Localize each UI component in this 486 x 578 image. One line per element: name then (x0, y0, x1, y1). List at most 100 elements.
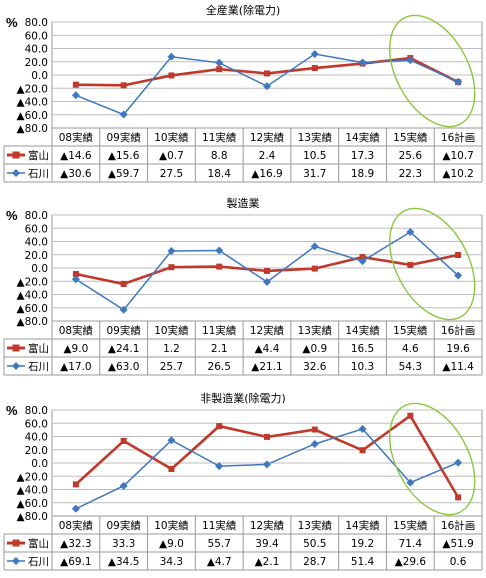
data-point (407, 261, 414, 268)
y-tick-label: ▲80.0 (17, 511, 48, 523)
legend-label: 富山 (28, 149, 49, 162)
data-table-value: ▲4.7 (207, 556, 232, 568)
legend-label: 石川 (28, 168, 49, 180)
y-tick-label: 60.0 (25, 30, 48, 42)
data-table-value: 17.3 (351, 150, 374, 162)
data-point (406, 478, 415, 487)
data-point (216, 66, 223, 73)
data-table-value: 19.2 (351, 538, 374, 550)
x-category-label: 15実績 (393, 131, 428, 144)
y-tick-label: 40.0 (25, 237, 48, 249)
data-point (358, 58, 367, 67)
data-point (119, 110, 128, 119)
y-tick-label: 60.0 (25, 418, 48, 430)
data-table-value: ▲69.1 (60, 556, 91, 568)
data-table-value: 34.3 (160, 556, 183, 568)
data-point (168, 264, 175, 271)
data-table-value: 51.4 (351, 556, 375, 568)
x-category-label: 08実績 (59, 519, 94, 532)
legend-marker (12, 344, 20, 352)
legend-label: 富山 (28, 537, 49, 550)
x-category-label: 10実績 (154, 131, 189, 144)
data-point (359, 254, 366, 261)
y-tick-label: ▲80.0 (17, 123, 48, 135)
data-point (120, 82, 127, 89)
data-point (120, 437, 127, 444)
data-table-value: 22.3 (399, 168, 422, 180)
x-category-label: 09実績 (106, 519, 141, 532)
data-table-value: 18.4 (208, 168, 232, 180)
x-category-label: 16計画 (441, 324, 475, 337)
data-point (407, 412, 414, 419)
y-tick-label: ▲40.0 (17, 290, 48, 302)
data-point (119, 305, 128, 314)
y-tick-label: 20.0 (25, 445, 48, 457)
y-tick-label: ▲40.0 (17, 485, 48, 497)
chart-panel-3: 非製造業(除電力)% 80.0 60.0 40.0 20.0 0.0 ▲20.0 ▲40.0 ▲… (0, 388, 486, 578)
data-table-value: ▲2.1 (255, 556, 280, 568)
data-table-value: 25.6 (399, 150, 423, 162)
data-point (216, 423, 223, 430)
data-point (216, 263, 223, 270)
data-table-value: 18.9 (351, 168, 374, 180)
data-table-value: ▲30.6 (60, 168, 92, 180)
data-table-value: 33.3 (112, 538, 135, 550)
data-table-value: 31.7 (303, 168, 326, 180)
x-category-label: 15実績 (393, 519, 428, 532)
data-point (215, 462, 224, 471)
chart-svg: 80.060.0 40.020.00.0▲20.0 ▲40.0▲60.0▲80.0 0… (3, 14, 483, 183)
data-table-value: 54.3 (399, 361, 422, 373)
data-point (264, 433, 270, 440)
x-category-label: 14実績 (345, 519, 380, 532)
y-tick-label: 40.0 (25, 44, 48, 56)
y-unit-label: % (6, 208, 18, 223)
legend-marker (12, 169, 20, 177)
data-table-value: 39.4 (255, 538, 279, 550)
data-table-value: ▲32.3 (60, 538, 91, 550)
data-point (311, 265, 318, 272)
data-point (167, 52, 176, 61)
data-table-value: ▲0.7 (159, 150, 184, 162)
chart-svg: 80.060.0 40.020.00.0▲20.0 ▲40.0▲60.0▲80.0 0… (3, 207, 483, 376)
data-table-value: 0.6 (450, 556, 467, 568)
y-unit-label: % (6, 403, 18, 418)
data-table-value: 1.2 (163, 343, 180, 355)
data-point (311, 426, 318, 433)
y-tick-label: 80.0 (25, 405, 48, 417)
data-table-value: 2.1 (211, 343, 228, 355)
data-table-value: 27.5 (160, 168, 183, 180)
x-category-label: 08実績 (59, 324, 94, 337)
data-point (71, 275, 80, 284)
legend-marker (12, 151, 20, 159)
x-category-label: 14実績 (345, 131, 380, 144)
data-table-value: ▲10.7 (442, 150, 473, 162)
legend-label: 富山 (28, 342, 49, 355)
data-table-value: 19.6 (446, 343, 470, 355)
data-point (455, 494, 462, 501)
chart-title: 全産業(除電力) (205, 4, 281, 17)
y-tick-label: 0.0 (31, 263, 48, 275)
chart-panel-2: 製造業% 80.0 60.0 40.0 20.0 0.0 ▲20.0 ▲40.0 ▲60.0 ▲8… (0, 193, 486, 383)
data-point (72, 81, 79, 88)
data-table-value: 50.5 (303, 538, 326, 550)
y-tick-label: ▲80.0 (17, 316, 48, 328)
y-tick-label: 80.0 (25, 210, 48, 222)
data-table-value: ▲51.9 (442, 538, 473, 550)
data-point (168, 72, 175, 79)
chart-title: 製造業 (226, 197, 260, 210)
x-category-label: 12実績 (250, 519, 285, 532)
x-category-label: 10実績 (154, 324, 189, 337)
data-point (454, 458, 463, 467)
data-point (168, 465, 175, 472)
data-point (310, 242, 319, 251)
data-point (264, 267, 270, 274)
x-category-label: 15実績 (393, 324, 428, 337)
data-point (264, 70, 270, 77)
data-point (263, 277, 271, 286)
x-category-label: 16計画 (441, 519, 475, 532)
x-category-label: 11実績 (202, 131, 237, 144)
data-table-value: 4.6 (402, 343, 419, 355)
y-unit-label: % (6, 15, 18, 30)
y-tick-label: ▲40.0 (17, 97, 48, 109)
y-tick-label: 0.0 (31, 70, 48, 82)
